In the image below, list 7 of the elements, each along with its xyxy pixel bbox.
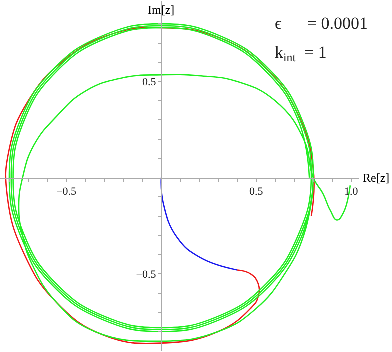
x-tick-label: −0.5: [56, 186, 77, 198]
annotation: ϵ = 0.0001: [275, 14, 368, 33]
x-tick-label: 0.5: [250, 186, 264, 198]
annotation: k$_{int}$ = 1: [275, 43, 327, 65]
line-series: [160, 177, 238, 271]
y-axis-title: Im[z]: [148, 3, 175, 17]
x-axis-title: Re[z]: [363, 171, 390, 185]
